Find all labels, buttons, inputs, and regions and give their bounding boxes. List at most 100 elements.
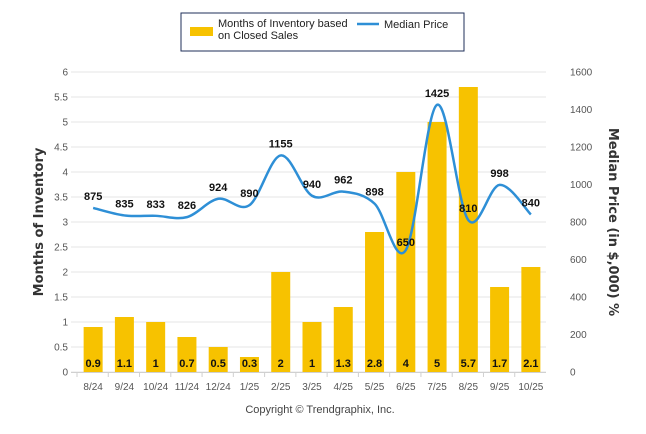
left-tick-label: 1.5	[54, 293, 68, 304]
inventory-bar-label: 2	[278, 358, 284, 370]
inventory-bar	[521, 267, 541, 372]
x-tick-label: 10/25	[518, 382, 543, 393]
x-tick-label: 3/25	[302, 382, 322, 393]
x-tick-label: 7/25	[427, 382, 447, 393]
inventory-bar-label: 5.7	[461, 358, 476, 370]
inventory-bar-label: 0.9	[85, 358, 100, 370]
median-price-label: 898	[365, 187, 383, 199]
left-tick-label: 6	[62, 68, 68, 79]
inventory-bar-label: 0.5	[211, 358, 226, 370]
x-tick-label: 12/24	[206, 382, 231, 393]
left-tick-label: 2	[62, 268, 68, 279]
left-tick-label: 3	[62, 218, 68, 229]
inventory-bar	[490, 287, 510, 372]
inventory-bar	[427, 122, 447, 372]
right-tick-label: 1200	[570, 143, 593, 154]
median-price-label: 890	[240, 188, 258, 200]
inventory-bar	[114, 317, 134, 372]
inventory-bar	[458, 87, 478, 372]
inventory-bar	[208, 347, 228, 372]
legend-bar-swatch	[190, 27, 213, 36]
legend-line-label: Median Price	[384, 19, 448, 31]
left-tick-label: 5	[62, 118, 68, 129]
median-price-labels: 875 835 833 826 924 890 1155 940 962 898 650 1425 81…	[84, 88, 540, 249]
median-price-label: 998	[490, 168, 508, 180]
inventory-bar	[333, 307, 353, 372]
inventory-bar	[396, 172, 416, 372]
left-tick-label: 3.5	[54, 193, 68, 204]
median-price-label: 835	[115, 198, 133, 210]
inventory-bar	[302, 322, 322, 372]
right-tick-label: 200	[570, 330, 587, 341]
median-price-label: 1425	[425, 88, 449, 100]
inventory-bar	[271, 272, 291, 372]
right-axis-ticks: 0 200 400 600 800 1000 1200 1400 1600	[570, 68, 593, 379]
legend-bar-label-line1: Months of Inventory based	[218, 18, 348, 30]
inventory-bar-label: 1	[309, 358, 315, 370]
inventory-bar-label: 4	[403, 358, 410, 370]
x-tick-label: 1/25	[240, 382, 260, 393]
x-tick-label: 11/24	[175, 382, 200, 393]
median-price-label: 1155	[269, 138, 293, 150]
median-price-label: 810	[459, 203, 477, 215]
inventory-bar-label: 0.7	[179, 358, 194, 370]
x-axis-ticks: 8/24 9/24 10/24 11/24 12/24 1/25 2/25 3/25 4/25 5…	[76, 372, 544, 393]
inventory-bar	[239, 357, 259, 372]
x-tick-label: 9/25	[490, 382, 510, 393]
copyright-credit: Copyright © Trendgraphix, Inc.	[245, 404, 394, 416]
left-tick-label: 0	[62, 368, 68, 379]
x-tick-label: 9/24	[115, 382, 135, 393]
x-tick-label: 8/24	[83, 382, 103, 393]
inventory-bar-label: 1.3	[336, 358, 351, 370]
median-price-line	[92, 103, 532, 255]
inventory-bar-label: 1.1	[117, 358, 132, 370]
right-tick-label: 0	[570, 368, 576, 379]
inventory-bar-label: 1.7	[492, 358, 507, 370]
x-tick-label: 6/25	[396, 382, 416, 393]
right-tick-label: 1000	[570, 180, 593, 191]
inventory-bar-label: 2.8	[367, 358, 382, 370]
left-tick-label: 2.5	[54, 243, 68, 254]
left-tick-label: 0.5	[54, 343, 68, 354]
median-price-label: 840	[522, 198, 540, 210]
left-axis-title: Months of Inventory	[32, 147, 47, 296]
median-price-label: 833	[146, 199, 164, 211]
inventory-bar	[83, 327, 103, 372]
inventory-bar	[146, 322, 166, 372]
legend-bar-label-line2: on Closed Sales	[218, 30, 299, 42]
x-tick-label: 4/25	[334, 382, 354, 393]
median-price-label: 650	[397, 237, 415, 249]
legend: Months of Inventory based on Closed Sale…	[180, 12, 465, 52]
median-price-label: 875	[84, 191, 102, 203]
inventory-bar-label: 0.3	[242, 358, 257, 370]
left-tick-label: 5.5	[54, 93, 68, 104]
right-tick-label: 800	[570, 218, 587, 229]
right-axis-title: Median Price (in $,000) %	[605, 128, 620, 316]
gridlines	[71, 71, 546, 373]
legend-box	[180, 12, 465, 52]
x-tick-label: 5/25	[365, 382, 385, 393]
inventory-bar	[177, 337, 197, 372]
inventory-bar-label: 1	[153, 358, 159, 370]
left-tick-label: 4.5	[54, 143, 68, 154]
inventory-bars	[83, 87, 541, 372]
inventory-bar	[365, 232, 385, 372]
x-tick-label: 2/25	[271, 382, 291, 393]
left-tick-label: 1	[62, 318, 68, 329]
inventory-bar-label: 5	[434, 358, 440, 370]
right-tick-label: 600	[570, 255, 587, 266]
inventory-bar-label: 2.1	[523, 358, 538, 370]
median-price-label: 940	[303, 179, 321, 191]
left-tick-label: 4	[62, 168, 68, 179]
left-axis-ticks: 0 0.5 1 1.5 2 2.5 3 3.5 4 4.5 5 5.5 6	[54, 68, 68, 379]
right-tick-label: 400	[570, 293, 587, 304]
x-tick-label: 10/24	[143, 382, 168, 393]
right-tick-label: 1400	[570, 105, 593, 116]
inventory-bar-labels: 0.9 1.1 1 0.7 0.5 0.3 2 1 1.3 2.8 4 5 5.7 1.7 2.1	[85, 358, 538, 370]
median-price-label: 826	[178, 200, 196, 212]
median-price-label: 962	[334, 175, 352, 187]
median-price-label: 924	[209, 182, 228, 194]
right-tick-label: 1600	[570, 68, 593, 79]
x-tick-label: 8/25	[459, 382, 479, 393]
